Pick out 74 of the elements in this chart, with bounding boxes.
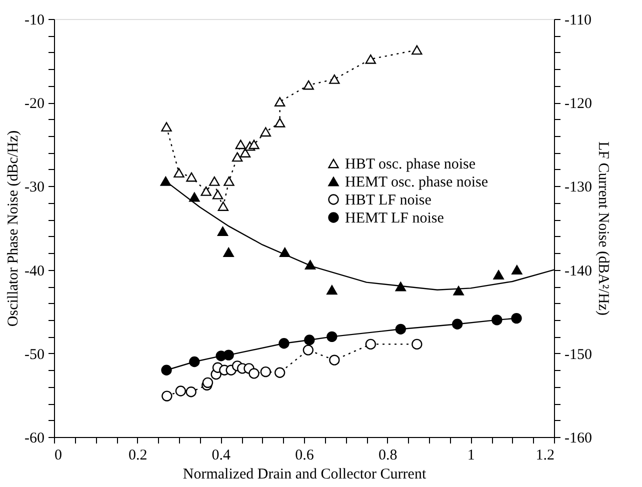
point — [223, 350, 234, 360]
point — [260, 366, 272, 378]
point — [492, 314, 502, 326]
point — [189, 192, 200, 202]
y-tick-label: -20 — [24, 96, 44, 112]
point — [412, 338, 422, 350]
point — [278, 338, 290, 349]
point — [452, 318, 463, 330]
point — [209, 176, 220, 186]
point — [303, 80, 314, 90]
y-tick-label: -30 — [24, 180, 44, 196]
y2-tick-label: -150 — [564, 346, 592, 363]
point — [217, 226, 228, 236]
point — [453, 286, 464, 296]
point — [304, 334, 315, 346]
point — [248, 140, 260, 150]
y2-tick-label: -130 — [564, 180, 592, 196]
x-tick-label: 0.2 — [128, 448, 148, 464]
x-tick-label: 0.6 — [295, 448, 314, 464]
point — [186, 172, 197, 182]
point — [395, 324, 406, 334]
x-tick-label: 1 — [467, 448, 475, 464]
x-tick-label: 0.4 — [212, 448, 232, 464]
x-axis-title: Normalized Drain and Collector Current — [182, 466, 427, 482]
y2-tick-label: -120 — [564, 96, 592, 112]
point — [174, 168, 184, 178]
y-tick-label: -50 — [24, 346, 44, 363]
point — [512, 265, 522, 275]
point — [161, 364, 172, 376]
y2-tick-label: -110 — [564, 12, 592, 28]
x-tick-label: 1.2 — [536, 448, 554, 464]
point — [189, 356, 200, 368]
point — [329, 74, 340, 84]
legend-label: HEMT osc. phase noise — [345, 174, 488, 190]
point — [200, 186, 212, 196]
legend-label: HBT LF noise — [345, 192, 432, 208]
point — [212, 190, 224, 200]
x-tick-label: 0.8 — [378, 448, 398, 464]
point — [365, 54, 376, 64]
point — [224, 176, 234, 186]
y-axis-title: Oscillator Phase Noise (dBc/Hz) — [6, 130, 22, 327]
y2-tick-label: -160 — [564, 430, 592, 446]
point — [274, 118, 286, 128]
point — [235, 140, 246, 150]
y2-axis-title: LF Current Noise (dBA²/Hz) — [594, 141, 611, 316]
point — [248, 368, 260, 379]
point — [161, 122, 172, 132]
point — [365, 338, 376, 350]
point — [412, 45, 422, 55]
y-tick-label: -10 — [24, 12, 44, 28]
legend-label: HEMT LF noise — [345, 210, 444, 226]
point — [302, 344, 314, 356]
legend-label: HBT osc. phase noise — [345, 156, 476, 172]
point — [260, 127, 272, 137]
point — [274, 97, 286, 106]
point — [493, 270, 504, 280]
x-tick-label: 0 — [54, 448, 62, 464]
y2-tick-label: -140 — [564, 263, 592, 280]
point — [274, 367, 286, 378]
point — [202, 377, 214, 388]
point — [175, 386, 186, 396]
point — [186, 386, 196, 398]
point — [511, 312, 522, 324]
y-tick-label: -40 — [24, 263, 44, 280]
point — [162, 390, 172, 402]
point — [232, 152, 243, 162]
point — [223, 248, 234, 257]
point — [218, 202, 229, 211]
point — [326, 285, 338, 295]
point — [329, 354, 340, 366]
y-tick-label: -60 — [24, 430, 44, 446]
point — [160, 176, 172, 186]
point — [240, 148, 251, 158]
point — [326, 331, 338, 342]
